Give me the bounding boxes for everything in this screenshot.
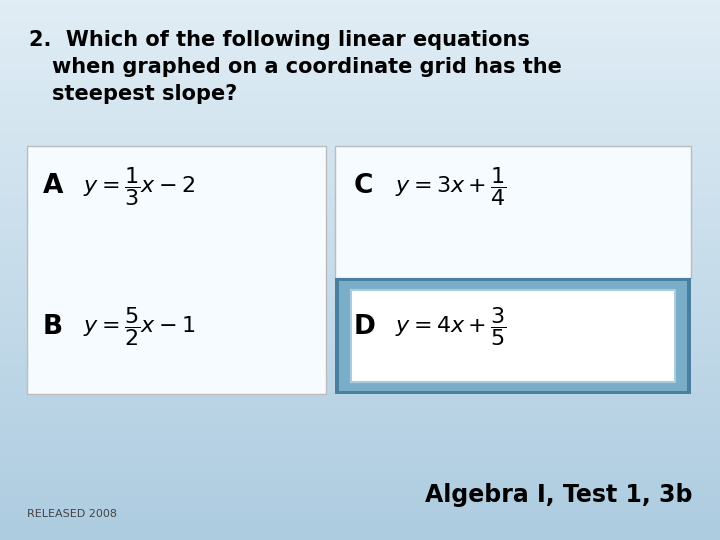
Text: Algebra I, Test 1, 3b: Algebra I, Test 1, 3b bbox=[425, 483, 693, 507]
Text: $\mathbf{D}$: $\mathbf{D}$ bbox=[353, 314, 375, 340]
Text: $\mathbf{C}$: $\mathbf{C}$ bbox=[353, 173, 372, 199]
Bar bbox=[351, 290, 675, 382]
Text: when graphed on a coordinate grid has the: when graphed on a coordinate grid has th… bbox=[52, 57, 562, 77]
Bar bbox=[335, 146, 691, 278]
Bar bbox=[339, 281, 687, 391]
Text: RELEASED 2008: RELEASED 2008 bbox=[27, 509, 117, 519]
Bar bbox=[27, 146, 326, 394]
Text: $y = 3x + \dfrac{1}{4}$: $y = 3x + \dfrac{1}{4}$ bbox=[395, 165, 506, 208]
Text: $\mathbf{B}$: $\mathbf{B}$ bbox=[42, 314, 62, 340]
Text: steepest slope?: steepest slope? bbox=[52, 84, 237, 104]
Text: $y = 4x + \dfrac{3}{5}$: $y = 4x + \dfrac{3}{5}$ bbox=[395, 305, 506, 348]
Text: $y = \dfrac{5}{2}x - 1$: $y = \dfrac{5}{2}x - 1$ bbox=[83, 305, 195, 348]
Bar bbox=[335, 278, 691, 394]
Text: 2.  Which of the following linear equations: 2. Which of the following linear equatio… bbox=[29, 30, 530, 50]
Text: $y = \dfrac{1}{3}x - 2$: $y = \dfrac{1}{3}x - 2$ bbox=[83, 165, 195, 208]
Text: $\mathbf{A}$: $\mathbf{A}$ bbox=[42, 173, 64, 199]
